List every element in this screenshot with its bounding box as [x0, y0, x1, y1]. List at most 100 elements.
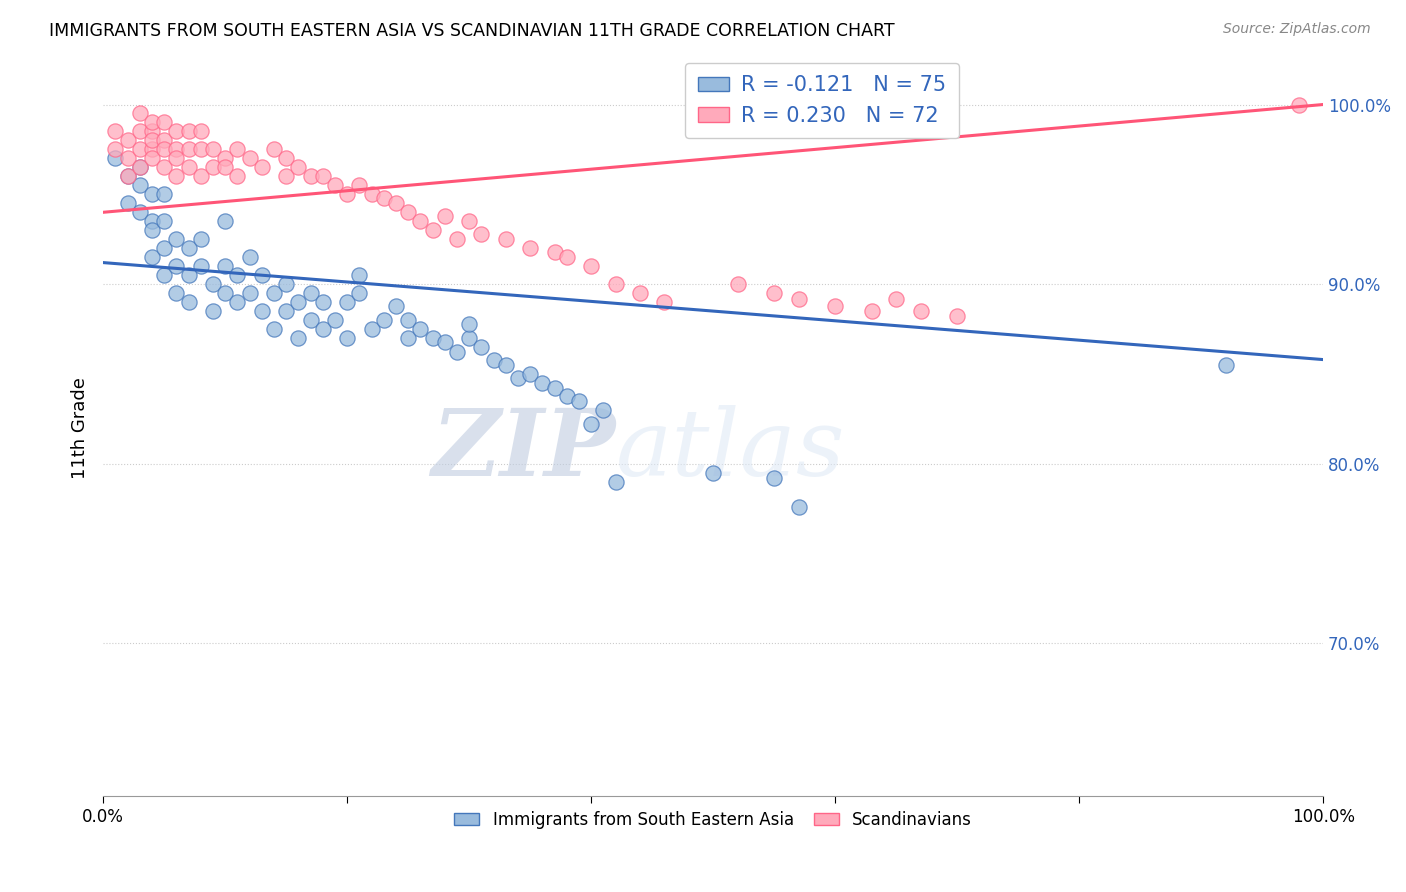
Point [276, 304, 298, 318]
Point [165, 124, 187, 138]
Point [190, 169, 212, 184]
Point [336, 295, 359, 310]
Point [910, 304, 932, 318]
Point [214, 286, 236, 301]
Point [299, 169, 322, 184]
Text: IMMIGRANTS FROM SOUTH EASTERN ASIA VS SCANDINAVIAN 11TH GRADE CORRELATION CHART: IMMIGRANTS FROM SOUTH EASTERN ASIA VS SC… [49, 22, 894, 40]
Point [422, 223, 444, 237]
Point [470, 340, 492, 354]
Point [446, 232, 468, 246]
Point [555, 250, 578, 264]
Point [385, 299, 408, 313]
Point [336, 187, 359, 202]
Point [153, 161, 176, 175]
Point [153, 187, 176, 202]
Point [349, 286, 371, 301]
Point [446, 345, 468, 359]
Point [190, 232, 212, 246]
Point [201, 304, 224, 318]
Point [385, 196, 408, 211]
Point [373, 313, 395, 327]
Point [312, 169, 335, 184]
Point [128, 161, 150, 175]
Text: Source: ZipAtlas.com: Source: ZipAtlas.com [1223, 22, 1371, 37]
Point [263, 322, 285, 336]
Point [299, 313, 322, 327]
Point [214, 214, 236, 228]
Point [141, 214, 163, 228]
Point [226, 295, 249, 310]
Point [153, 214, 176, 228]
Point [323, 178, 346, 193]
Point [165, 152, 187, 166]
Point [177, 241, 200, 255]
Point [165, 259, 187, 273]
Text: atlas: atlas [616, 405, 845, 495]
Point [165, 143, 187, 157]
Point [396, 205, 419, 219]
Point [299, 286, 322, 301]
Point [214, 259, 236, 273]
Point [409, 214, 432, 228]
Point [312, 322, 335, 336]
Point [396, 331, 419, 345]
Point [360, 187, 382, 202]
Point [360, 322, 382, 336]
Point [458, 214, 481, 228]
Point [652, 295, 675, 310]
Point [946, 310, 969, 324]
Point [422, 331, 444, 345]
Point [628, 286, 651, 301]
Point [128, 178, 150, 193]
Point [117, 169, 139, 184]
Point [787, 292, 810, 306]
Point [153, 241, 176, 255]
Point [263, 286, 285, 301]
Point [287, 331, 309, 345]
Point [433, 334, 456, 349]
Point [190, 143, 212, 157]
Point [482, 352, 505, 367]
Point [153, 133, 176, 147]
Point [824, 299, 846, 313]
Point [141, 143, 163, 157]
Point [153, 115, 176, 129]
Point [141, 115, 163, 129]
Point [250, 304, 273, 318]
Point [141, 223, 163, 237]
Point [506, 370, 529, 384]
Point [201, 161, 224, 175]
Point [238, 250, 260, 264]
Point [165, 169, 187, 184]
Point [605, 475, 627, 489]
Point [336, 331, 359, 345]
Point [190, 259, 212, 273]
Point [860, 304, 883, 318]
Point [579, 259, 602, 273]
Point [165, 232, 187, 246]
Point [543, 381, 565, 395]
Point [605, 277, 627, 292]
Point [128, 106, 150, 120]
Point [495, 232, 517, 246]
Point [349, 178, 371, 193]
Point [543, 244, 565, 259]
Point [312, 295, 335, 310]
Point [519, 241, 541, 255]
Point [177, 268, 200, 282]
Point [153, 143, 176, 157]
Point [177, 161, 200, 175]
Point [141, 250, 163, 264]
Point [214, 161, 236, 175]
Point [226, 169, 249, 184]
Point [727, 277, 749, 292]
Point [141, 187, 163, 202]
Point [263, 143, 285, 157]
Point [702, 466, 724, 480]
Point [226, 143, 249, 157]
Point [373, 191, 395, 205]
Point [190, 124, 212, 138]
Point [519, 367, 541, 381]
Point [568, 393, 591, 408]
Point [104, 124, 127, 138]
